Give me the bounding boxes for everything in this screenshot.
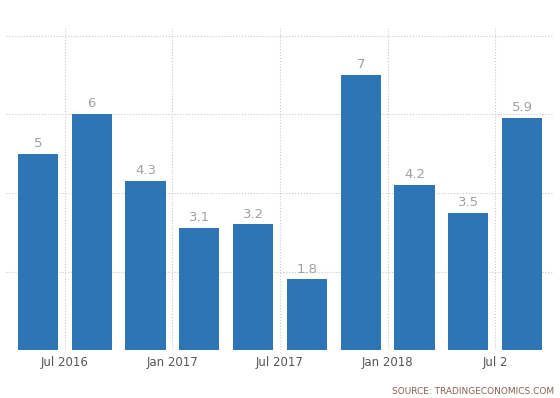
- Bar: [125, 181, 166, 350]
- Text: SOURCE: TRADINGECONOMICS.COM: SOURCE: TRADINGECONOMICS.COM: [392, 387, 554, 396]
- Text: 3.5: 3.5: [458, 196, 479, 209]
- Bar: [287, 279, 327, 350]
- Text: 3.2: 3.2: [242, 207, 264, 220]
- Bar: [179, 228, 220, 350]
- Text: 1.8: 1.8: [296, 263, 318, 275]
- Text: 6: 6: [87, 98, 96, 110]
- Bar: [448, 213, 488, 350]
- Text: 4.3: 4.3: [135, 164, 156, 177]
- Text: 4.2: 4.2: [404, 168, 425, 181]
- Bar: [72, 114, 112, 350]
- Bar: [394, 185, 435, 350]
- Text: 7: 7: [357, 58, 365, 71]
- Bar: [502, 118, 542, 350]
- Text: 5: 5: [34, 137, 42, 150]
- Text: 5.9: 5.9: [512, 101, 533, 114]
- Bar: [18, 154, 58, 350]
- Bar: [233, 224, 273, 350]
- Bar: [340, 75, 381, 350]
- Text: 3.1: 3.1: [189, 211, 210, 224]
